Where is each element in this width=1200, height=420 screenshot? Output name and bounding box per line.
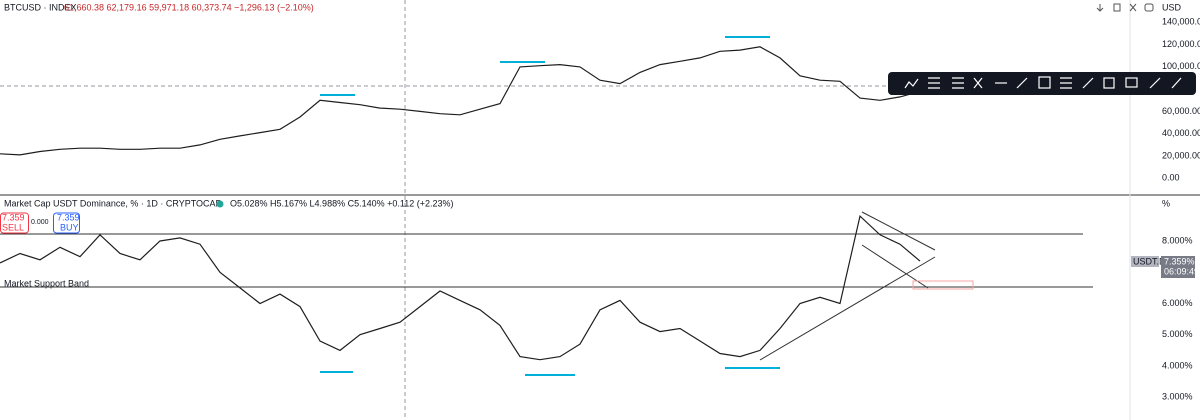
last-price: 7.359% [1164, 256, 1195, 266]
tool-icon[interactable] [952, 77, 964, 89]
tool-icon[interactable] [1060, 77, 1072, 89]
buy-label[interactable]: BUY [60, 222, 79, 232]
y-tick-label: 100,000.00 [1162, 61, 1200, 71]
y-tick-label: 6.000% [1162, 298, 1193, 308]
price-line [0, 214, 921, 361]
last-price-tag [1161, 256, 1195, 278]
tool-icon[interactable] [1082, 77, 1094, 89]
toolbar-icons [904, 76, 1182, 89]
target-box [912, 280, 974, 290]
band-label: Market Support Band [4, 278, 89, 288]
y-tick-label: 120,000.00 [1162, 39, 1200, 49]
icon-trash[interactable] [1113, 3, 1121, 12]
y-tick-label: 0.00 [1162, 173, 1180, 183]
y-tick-label: 40,000.00 [1162, 128, 1200, 138]
y-tick-label: 4.000% [1162, 360, 1193, 370]
icon-down[interactable] [1096, 4, 1104, 12]
y-tick-label: 140,000.00 [1162, 17, 1200, 27]
ohlc: O5.028% H5.167% L4.988% C5.140% +0.112 (… [230, 198, 453, 208]
tool-icon[interactable] [928, 77, 940, 89]
plots: 140,000.00 120,000.00 100,000.00 60,000.00 4… [0, 17, 1200, 402]
countdown: 06:09:49 [1164, 266, 1199, 276]
unit: % [1162, 198, 1170, 208]
window-controls[interactable] [1096, 3, 1154, 12]
icon-close[interactable] [1129, 3, 1137, 12]
tool-icon[interactable] [1149, 77, 1161, 89]
sell-label[interactable]: SELL [2, 222, 24, 232]
status-dot [216, 200, 224, 208]
price-line [0, 46, 921, 156]
y-tick-label: 3.000% [1162, 392, 1193, 402]
tool-icon[interactable] [1038, 76, 1051, 89]
currency[interactable]: USD [1162, 2, 1182, 12]
tool-icon[interactable] [1125, 77, 1138, 88]
symbol-tag [1131, 256, 1159, 267]
tool-icon[interactable] [973, 77, 983, 89]
spread: 0.000 [31, 219, 49, 226]
icon-maximize[interactable] [1144, 3, 1154, 12]
buy-price[interactable]: 7.359 [57, 212, 80, 222]
y-tick-label: 8.000% [1162, 235, 1193, 245]
ohlc: 61,660.38 62,179.16 59,971.18 60,373.74 … [64, 2, 314, 12]
drawing-toolbar [888, 72, 1196, 95]
y-tick-label: 60,000.00 [1162, 106, 1200, 116]
indicator-title: Market Cap USDT Dominance, % · 1D · CRYP… [4, 198, 222, 208]
sell-button[interactable] [0, 212, 29, 234]
symbol-tag-text: USDT.D [1133, 256, 1166, 266]
y-tick-label: 5.000% [1162, 329, 1193, 339]
highlight-marks [320, 36, 780, 376]
trendline [861, 211, 936, 251]
buy-button[interactable] [53, 212, 80, 234]
sell-price[interactable]: 7.359 [2, 212, 25, 222]
trendline [759, 256, 936, 361]
tool-icon[interactable] [1103, 77, 1115, 89]
tool-icon[interactable] [1171, 77, 1182, 89]
tool-icon[interactable] [904, 78, 919, 89]
tool-icon[interactable] [1016, 77, 1028, 89]
symbol-title: BTCUSD · INDEX [4, 2, 77, 12]
y-tick-label: 20,000.00 [1162, 150, 1200, 160]
